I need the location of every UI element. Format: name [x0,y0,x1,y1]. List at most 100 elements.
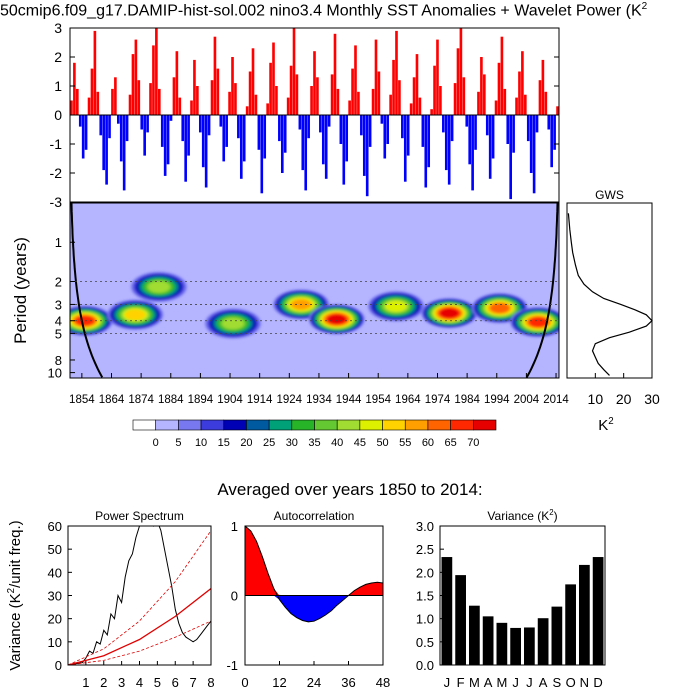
anomaly-bar-negative [362,115,366,176]
anomaly-bar-negative [319,115,322,133]
ac-xtick-label: 0 [241,675,248,690]
gws-xlabel: K2 [598,416,613,434]
anomaly-bar-positive [87,97,91,115]
gws-xtick-label: 10 [588,391,604,407]
colorbar-swatch [155,419,179,431]
power-spectrum-ylabel: Variance (K2/unit freq.) [6,520,24,670]
ac-ytick-label: -1 [226,658,238,673]
wavelet-xtick-label: 1984 [454,394,480,406]
anomaly-bar-negative [143,115,146,156]
anomaly-bar-negative [401,115,404,139]
anomaly-bar-negative [140,115,144,130]
wavelet-xtick-label: 1934 [306,394,332,406]
anomaly-bar-positive [193,59,196,115]
ps-ytick-label: 50 [48,542,62,557]
anomaly-bar-positive [316,77,319,115]
anomaly-bar-negative [386,115,390,144]
anomaly-bar-positive [462,77,466,115]
variance-month-label: D [593,675,602,690]
mv-ytick-label: 2.0 [416,565,434,580]
ac-xtick-label: 36 [341,675,355,690]
colorbar-swatch [382,419,406,431]
anomaly-bar-positive [96,91,100,115]
anomaly-bar-positive [433,65,436,115]
anomaly-bar-positive [453,83,457,115]
wavelet-xtick-label: 1964 [395,394,421,406]
anomaly-bar-negative [242,115,246,162]
wavelet-xtick-label: 2014 [543,394,569,406]
anomaly-bar-negative [444,115,448,171]
wavelet-power-contour [529,317,548,327]
anomaly-bar-negative [225,115,228,147]
timeseries-ytick-label: -2 [50,165,63,181]
anomaly-bar-positive [480,57,483,115]
anomaly-bar-positive [114,77,117,115]
anomaly-bar-negative [169,115,173,121]
wavelet-ytick-label: 10 [48,366,62,381]
wavelet-ytick-label: 1 [55,235,62,250]
anomaly-bar-negative [237,115,240,139]
colorbar-swatch [450,419,474,431]
anomaly-bar-negative [526,115,530,142]
anomaly-bar-negative [553,115,556,150]
colorbar-swatch [336,419,361,431]
wavelet-xtick-label: 1924 [277,394,303,406]
anomaly-timeseries-panel: -3 -2 -1 0 1 2 3 [50,20,560,210]
anomaly-bar-negative [117,115,120,124]
anomaly-bar-positive [503,88,507,115]
colorbar-label: 60 [422,437,434,449]
colorbar-label: 70 [467,437,479,449]
ps-xtick-label: 5 [154,675,161,690]
anomaly-bar-positive [172,77,176,115]
colorbar-swatch [427,419,451,431]
anomaly-bar-positive [524,94,527,115]
anomaly-bar-positive [76,88,79,115]
anomaly-bar-negative [424,115,428,188]
anomaly-bar-negative [146,115,149,133]
anomaly-bar-negative [360,115,363,136]
wavelet-xtick-label: 1894 [188,394,214,406]
colorbar-label: 45 [354,437,366,449]
variance-month-label: J [526,675,533,690]
anomaly-bar-negative [468,115,472,165]
colorbar-label: 40 [331,437,343,449]
ps-xtick-label: 1 [82,675,89,690]
anomaly-bar-negative [184,115,187,182]
anomaly-bar-negative [339,115,343,144]
mv-ytick-label: 1.5 [416,589,434,604]
variance-month-label: M [469,675,480,690]
timeseries-ytick-label: -1 [50,136,63,152]
colorbar-swatch [359,419,383,431]
anomaly-bar-negative [81,115,85,159]
mv-ytick-label: 0.5 [416,635,434,650]
anomaly-bar-negative [84,115,88,150]
anomaly-bar-negative [471,115,474,191]
anomaly-bar-positive [213,36,217,116]
anomaly-bar-negative [342,115,346,185]
anomaly-bar-negative [324,115,328,179]
wavelet-xtick-label: 1864 [99,394,125,406]
wavelet-ytick-label: 4 [55,314,62,329]
anomaly-bar-positive [521,51,524,115]
wavelet-xtick-label: 1944 [336,394,362,406]
variance-bar [455,575,466,665]
anomaly-bar-positive [275,86,278,115]
colorbar-swatch [291,419,315,431]
colorbar-swatch [223,419,247,431]
timeseries-ytick-label: 0 [54,107,62,123]
colorbar-label: 0 [153,437,159,449]
anomaly-bar-negative [509,115,512,200]
power-spectrum-panel: Power Spectrum 1 2 3 4 5 6 7 8 0 10 20 30 40 50 60 Varia… [6,509,215,690]
anomaly-bar-negative [450,115,454,142]
anomaly-bar-positive [330,74,334,115]
ac-ytick-label: 0 [231,589,238,604]
anomaly-bar-positive [137,80,141,115]
mv-ytick-label: 0.0 [416,658,434,673]
wavelet-power-contour [148,281,170,293]
anomaly-bar-negative [108,115,111,139]
colorbar-swatch [473,419,497,431]
colorbar-swatch [246,419,270,431]
anomaly-bar-positive [377,71,381,115]
anomaly-bar-negative [283,115,287,153]
